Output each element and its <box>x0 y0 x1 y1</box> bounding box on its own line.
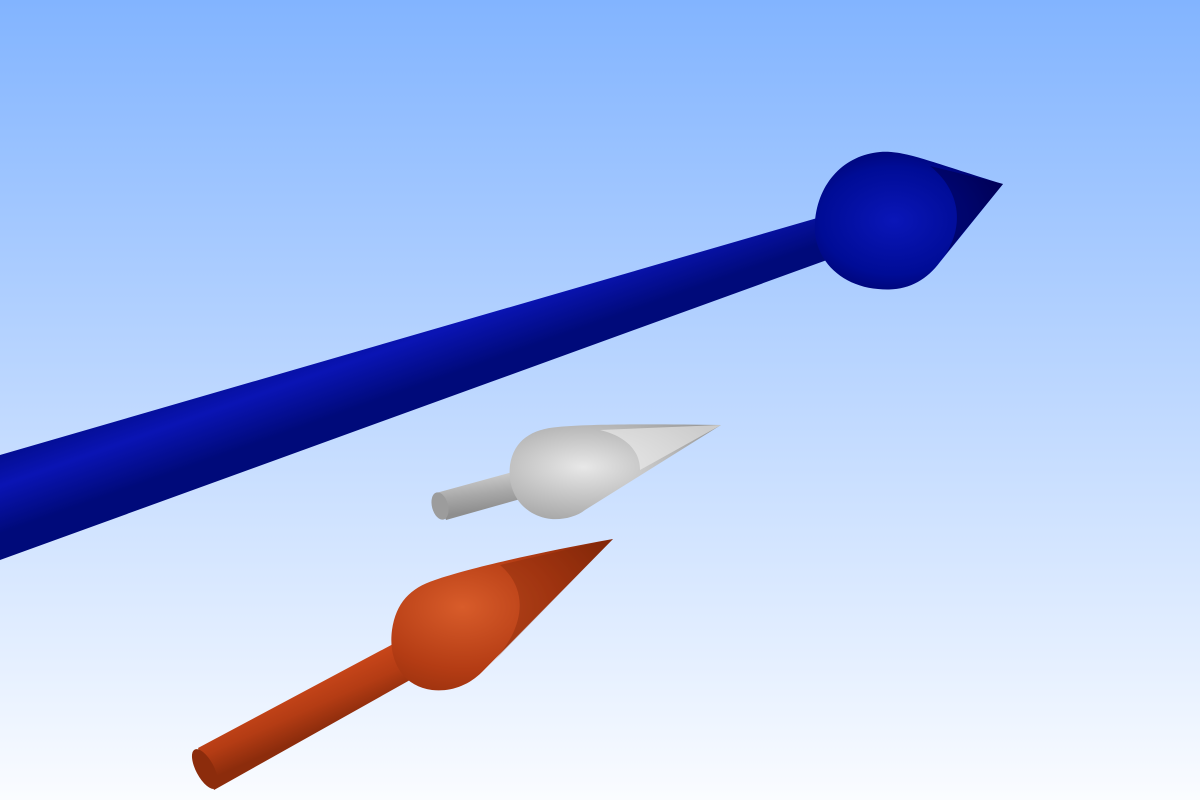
blue-arrow <box>0 151 1003 560</box>
orange-arrow <box>191 539 613 790</box>
orange-arrow-shaft <box>198 643 410 790</box>
blue-arrow-tip-shade <box>930 166 1003 255</box>
orange-arrow-tip-shade <box>490 539 613 665</box>
blue-arrow-shaft <box>0 212 860 560</box>
orange-arrow-head <box>391 539 613 691</box>
gray-arrow <box>431 424 721 520</box>
gray-arrow-shaft-end <box>431 492 449 520</box>
orange-arrow-shaft-end <box>191 749 219 789</box>
gray-arrow-shaft <box>436 470 524 520</box>
gray-arrow-tip-highlight <box>600 425 721 470</box>
